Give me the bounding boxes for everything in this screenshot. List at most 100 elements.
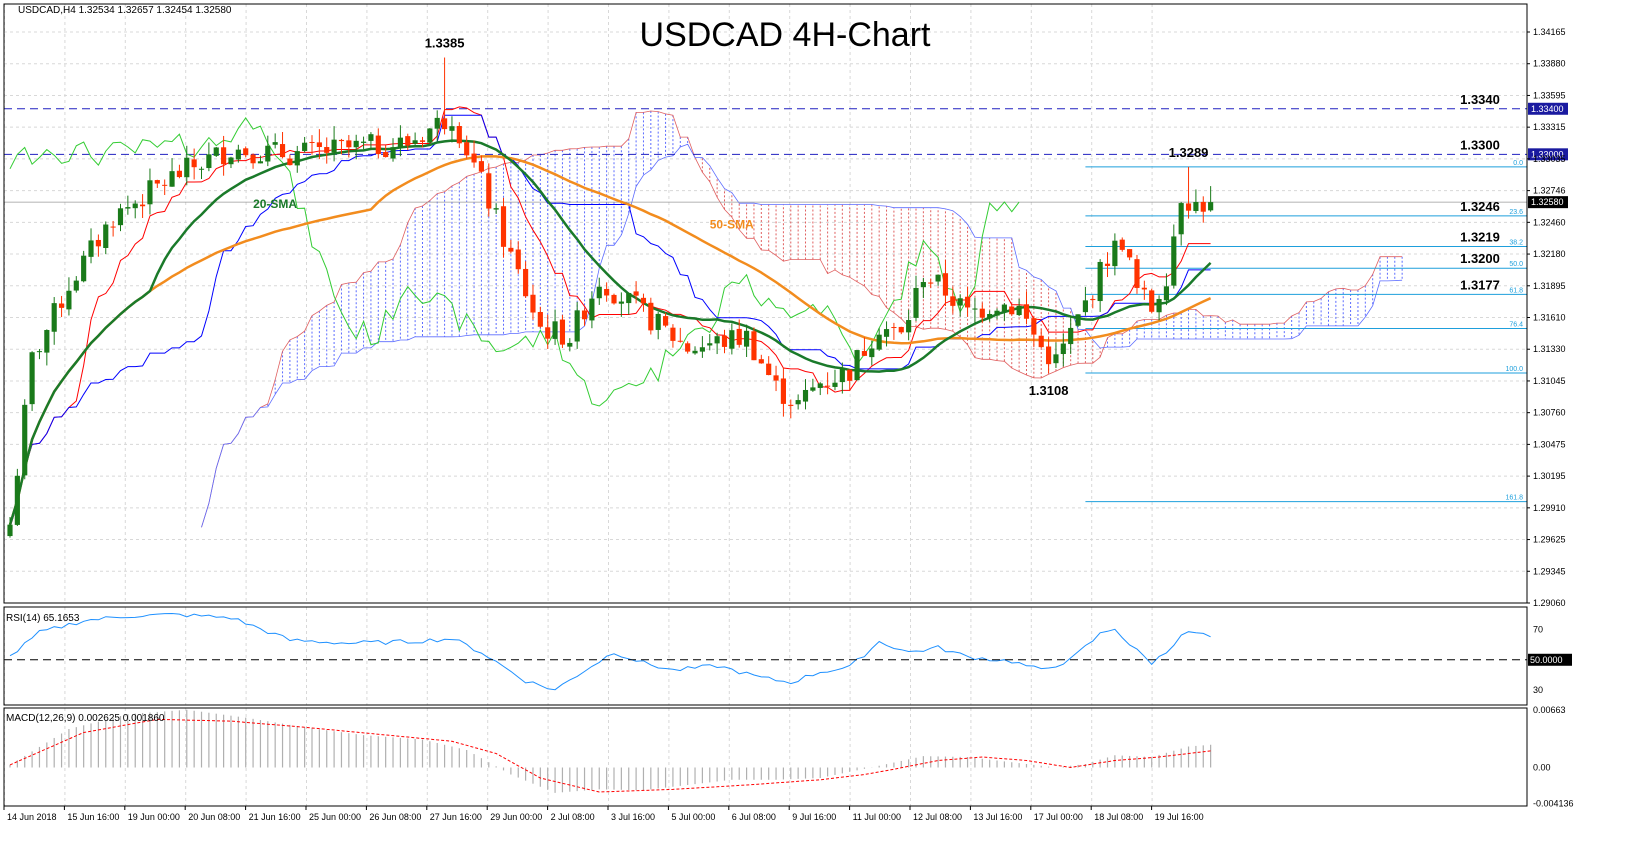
candle-body xyxy=(618,301,624,304)
candle-body xyxy=(523,268,529,297)
candle-body xyxy=(1156,299,1162,313)
candle-body xyxy=(405,136,411,146)
candle-body xyxy=(640,297,647,304)
candle-body xyxy=(707,343,713,346)
price-annotation: 1.3200 xyxy=(1460,251,1500,266)
candle-body xyxy=(117,208,124,226)
macd-title: MACD(12,26,9) 0.002625 0.001860 xyxy=(6,713,165,724)
candle-body xyxy=(950,296,956,306)
candle-body xyxy=(766,363,772,376)
candle-body xyxy=(567,342,573,347)
candle-body xyxy=(309,141,315,143)
candle-body xyxy=(360,141,367,143)
candle-body xyxy=(1171,236,1177,286)
symbol-info: USDCAD,H4 1.32534 1.32657 1.32454 1.3258… xyxy=(18,5,232,16)
macd-panel: 0.00663 0.00 -0.004136 xyxy=(9,705,1574,808)
candle-body xyxy=(353,140,359,148)
candle-body xyxy=(802,389,809,402)
candle-body xyxy=(140,204,146,207)
x-tick-label: 2 Jul 08:00 xyxy=(551,812,595,822)
candle-body xyxy=(677,340,683,342)
candle-body xyxy=(699,347,705,352)
current-price-tag-text: 1.32580 xyxy=(1531,197,1564,207)
y-tick-label: 1.31045 xyxy=(1533,376,1566,386)
candle-body xyxy=(1031,318,1037,335)
senkou-span-a xyxy=(201,110,1403,528)
candle-body xyxy=(316,142,322,148)
candle-body xyxy=(861,350,868,356)
candle-body xyxy=(449,126,455,131)
candle-body xyxy=(552,321,558,339)
candle-body xyxy=(876,334,882,350)
candle-body xyxy=(1178,203,1184,235)
candle-body xyxy=(279,144,286,158)
candle-body xyxy=(73,280,79,291)
candle-body xyxy=(331,139,337,153)
candle-body xyxy=(243,148,249,156)
price-annotation: 1.3289 xyxy=(1169,145,1209,160)
candle-body xyxy=(964,296,971,308)
candle-body xyxy=(14,475,20,525)
candle-body xyxy=(154,180,160,184)
candle-body xyxy=(390,147,396,159)
price-annotation: 1.3385 xyxy=(425,36,465,51)
level-price-tag xyxy=(1528,148,1568,161)
fib-level-label: 61.8 xyxy=(1509,287,1523,294)
rsi-panel-frame xyxy=(3,606,1528,706)
senkou-span-b xyxy=(201,143,1403,528)
macd-y-tick-label: 0.00663 xyxy=(1533,705,1566,715)
y-tick-label: 1.33315 xyxy=(1533,122,1566,132)
candle-body xyxy=(1127,249,1133,258)
candle-body xyxy=(832,382,838,387)
candle-body xyxy=(626,292,632,304)
series-label: 50-SMA xyxy=(710,217,754,231)
candle-body xyxy=(375,135,381,155)
candle-body xyxy=(110,226,116,228)
y-tick-label: 1.32180 xyxy=(1533,249,1566,259)
y-tick-label: 1.29060 xyxy=(1533,598,1566,608)
candle-body xyxy=(780,378,786,404)
horizontal-levels: 1.33400 1.33000 1.32580 xyxy=(4,102,1568,209)
candle-body xyxy=(972,308,978,310)
y-tick-label: 1.32746 xyxy=(1533,186,1566,196)
candle-body xyxy=(132,203,138,209)
rsi-y-tick-label: 70 xyxy=(1533,625,1543,635)
candle-body xyxy=(611,294,617,304)
candle-body xyxy=(1163,286,1170,301)
candle-body xyxy=(169,171,175,187)
candle-body xyxy=(22,404,28,476)
candle-body xyxy=(213,147,219,156)
y-tick-label: 1.31610 xyxy=(1533,313,1566,323)
candle-body xyxy=(103,224,109,248)
fibonacci-retracement: 0.0 23.6 38.2 50.0 61.8 76.4 100.0 161.8 xyxy=(1085,160,1527,503)
candle-body xyxy=(685,343,691,352)
axes: 1.34165 1.33880 1.33595 1.33315 1.33035 1.327… xyxy=(3,3,1566,822)
candle-body xyxy=(847,369,853,381)
x-tick-label: 3 Jul 16:00 xyxy=(611,812,655,822)
fib-level-label: 0.0 xyxy=(1513,160,1523,167)
level-price-tag-text: 1.33400 xyxy=(1531,104,1564,114)
candle-body xyxy=(773,375,779,381)
candle-body xyxy=(294,151,300,166)
candle-body xyxy=(839,367,845,383)
chart-title: USDCAD 4H-Chart xyxy=(640,16,931,54)
candle-body xyxy=(1200,201,1206,212)
candle-body xyxy=(36,351,43,353)
fib-level-label: 50.0 xyxy=(1509,261,1523,268)
candle-body xyxy=(412,140,418,144)
candle-body xyxy=(221,147,227,165)
fib-level-label: 76.4 xyxy=(1509,322,1523,329)
x-tick-label: 17 Jul 00:00 xyxy=(1034,812,1083,822)
fib-level-label: 100.0 xyxy=(1505,366,1523,373)
x-tick-label: 18 Jul 08:00 xyxy=(1094,812,1143,822)
candle-body xyxy=(1082,300,1088,313)
x-tick-label: 13 Jul 16:00 xyxy=(973,812,1022,822)
candle-body xyxy=(1016,305,1022,316)
x-tick-label: 12 Jul 08:00 xyxy=(913,812,962,822)
candle-body xyxy=(368,134,374,141)
candle-body xyxy=(515,249,521,270)
candle-body xyxy=(235,149,241,160)
candle-body xyxy=(1208,202,1214,211)
x-tick-label: 11 Jul 00:00 xyxy=(853,812,901,822)
